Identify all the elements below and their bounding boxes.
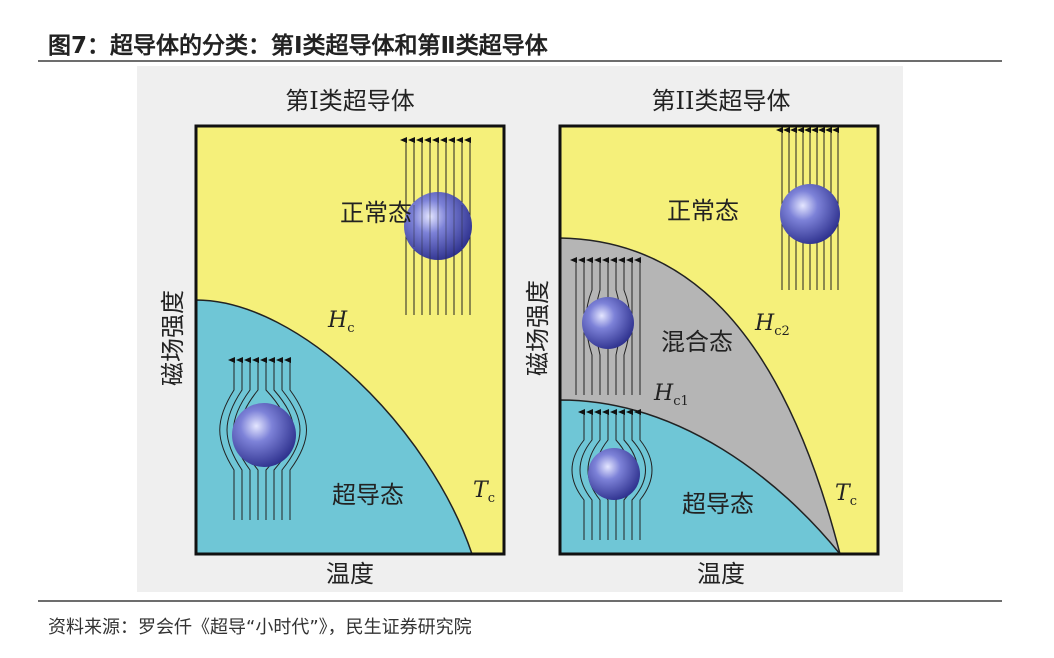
type2-normal-sphere — [780, 184, 840, 244]
type2-x-axis-label: 温度 — [697, 560, 745, 588]
source-note: 资料来源：罗会仟《超导“小时代”》，民生证券研究院 — [48, 617, 472, 638]
type1-x-axis-label: 温度 — [326, 560, 374, 588]
phase-diagram: 第I类超导体 — [159, 87, 880, 588]
top-divider — [38, 60, 1002, 62]
bottom-divider — [38, 600, 1002, 602]
type1-normal-label: 正常态 — [340, 199, 412, 227]
type1-super-label: 超导态 — [332, 481, 404, 509]
type2-frame — [558, 124, 880, 556]
type1-hc-label: Hc — [327, 308, 354, 336]
type1-y-axis-label: 磁场强度 — [159, 290, 187, 386]
type2-super-label: 超导态 — [682, 490, 754, 518]
figure-title: 图7：超导体的分类：第Ⅰ类超导体和第Ⅱ类超导体 — [48, 33, 548, 59]
type2-panel: 第II类超导体 — [524, 87, 880, 588]
figure-area: 第I类超导体 — [137, 66, 903, 592]
type1-title: 第I类超导体 — [285, 87, 414, 115]
type2-super-sphere — [588, 448, 640, 500]
type2-mixed-sphere — [582, 297, 634, 349]
type2-hc1-label: Hc1 — [653, 381, 689, 409]
type1-super-sphere — [232, 403, 296, 467]
type2-y-axis-label: 磁场强度 — [524, 280, 552, 376]
type2-tc-label: Tc — [835, 481, 857, 509]
type1-frame — [194, 124, 506, 556]
type1-superconducting-region — [196, 299, 473, 554]
type1-panel: 第I类超导体 — [159, 87, 506, 588]
type2-hc2-label: Hc2 — [754, 311, 790, 339]
type2-superconducting-region — [560, 399, 841, 554]
type2-mixed-label: 混合态 — [661, 328, 733, 356]
type2-normal-label: 正常态 — [667, 197, 739, 225]
type1-tc-label: Tc — [473, 478, 495, 506]
type2-title: 第II类超导体 — [652, 87, 791, 115]
